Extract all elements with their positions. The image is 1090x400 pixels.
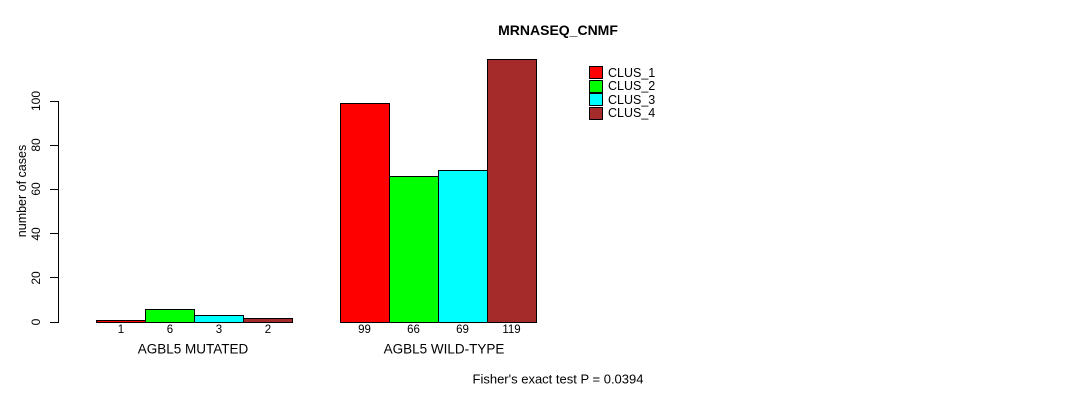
bar-value-label: 69	[456, 324, 469, 336]
y-axis-label: number of cases	[15, 144, 29, 238]
bar-value-label: 2	[264, 324, 272, 336]
bar-value-label: 1	[117, 324, 125, 336]
y-axis-tick-label: 60	[29, 182, 43, 197]
legend-label-clus_2: CLUS_2	[608, 79, 656, 93]
bar-value-label: 3	[215, 324, 223, 336]
y-axis-tick-label: 100	[29, 90, 43, 112]
bar-clus_1-group2	[339, 103, 390, 323]
bar-clus_2-group2	[388, 176, 439, 323]
x-category-label: AGBL5 MUTATED	[137, 341, 249, 357]
y-axis-tick	[50, 144, 58, 146]
legend-swatch-clus_1	[589, 66, 603, 79]
bar-value-label: 119	[502, 324, 521, 336]
legend-swatch-clus_2	[589, 79, 603, 93]
bar-value-label: 66	[407, 324, 420, 336]
bar-clus_3-group1	[194, 315, 244, 323]
chart-title: MRNASEQ_CNMF	[498, 22, 618, 38]
legend-label-clus_3: CLUS_3	[608, 92, 656, 107]
legend-swatch-clus_3	[589, 93, 603, 106]
y-axis-tick-label: 0	[29, 318, 43, 326]
y-axis-tick-label: 40	[29, 226, 43, 241]
bar-value-label: 6	[166, 324, 174, 336]
y-axis-tick	[50, 188, 58, 190]
y-axis-tick	[50, 233, 58, 235]
bar-value-label: 99	[358, 324, 371, 336]
fisher-test-annotation: Fisher's exact test P = 0.0394	[472, 371, 644, 387]
bar-clus_4-group2	[486, 59, 537, 323]
bar-clus_1-group1	[96, 319, 146, 323]
bar-clus_4-group1	[243, 317, 293, 323]
legend-label-clus_4: CLUS_4	[608, 106, 656, 120]
bar-clus_2-group1	[145, 308, 195, 323]
bar-clus_3-group2	[437, 169, 488, 323]
legend-label-clus_1: CLUS_1	[608, 65, 656, 80]
y-axis-line	[58, 101, 59, 323]
x-category-label: AGBL5 WILD-TYPE	[383, 341, 505, 357]
y-axis-tick-label: 20	[29, 271, 43, 285]
y-axis-tick	[50, 100, 58, 102]
y-axis-tick	[50, 321, 58, 323]
y-axis-tick-label: 80	[29, 138, 43, 152]
legend-swatch-clus_4	[589, 106, 603, 120]
y-axis-tick	[50, 277, 58, 279]
